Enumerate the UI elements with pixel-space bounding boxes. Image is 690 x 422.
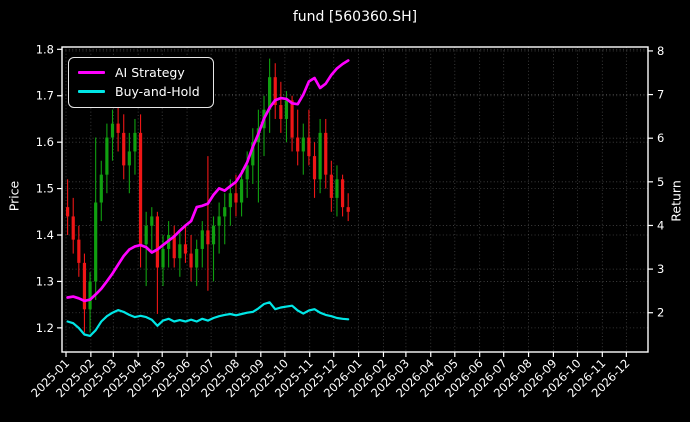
svg-text:8: 8: [657, 44, 664, 58]
legend-label: Buy-and-Hold: [115, 84, 200, 99]
ai-strategy-swatch: [78, 70, 105, 75]
svg-text:1.8: 1.8: [36, 42, 54, 56]
candlestick-series: [66, 58, 350, 333]
y-axis-label-price: Price: [6, 180, 22, 212]
chart-title: fund [560360.SH]: [292, 9, 418, 25]
svg-text:1.6: 1.6: [36, 135, 54, 149]
y-axis-label-return: Return: [668, 180, 684, 222]
legend-item-ai-strategy: AI Strategy: [78, 63, 200, 82]
svg-text:4: 4: [657, 218, 664, 232]
svg-text:1.2: 1.2: [36, 321, 54, 335]
svg-text:1.4: 1.4: [36, 228, 54, 242]
buy-and-hold-swatch: [78, 89, 105, 94]
svg-text:1.3: 1.3: [36, 274, 54, 288]
legend-label: AI Strategy: [115, 65, 185, 80]
svg-text:5: 5: [657, 175, 664, 189]
svg-text:7: 7: [657, 88, 664, 102]
svg-text:6: 6: [657, 131, 664, 145]
legend-item-buy-and-hold: Buy-and-Hold: [78, 82, 200, 101]
legend: AI Strategy Buy-and-Hold: [68, 57, 214, 108]
plot-border: [61, 46, 649, 353]
svg-text:1.7: 1.7: [36, 89, 54, 103]
gridlines: [62, 47, 648, 352]
buy-and-hold-line: [66, 301, 350, 337]
ai-strategy-line: [66, 59, 350, 303]
svg-text:1.5: 1.5: [36, 182, 54, 196]
svg-text:2: 2: [657, 306, 664, 320]
right-tick-labels: 2 3 4 5 6 7 8: [648, 44, 664, 320]
left-tick-labels: 1.2 1.3 1.4 1.5 1.6 1.7 1.8: [36, 42, 62, 335]
svg-text:3: 3: [657, 262, 664, 276]
